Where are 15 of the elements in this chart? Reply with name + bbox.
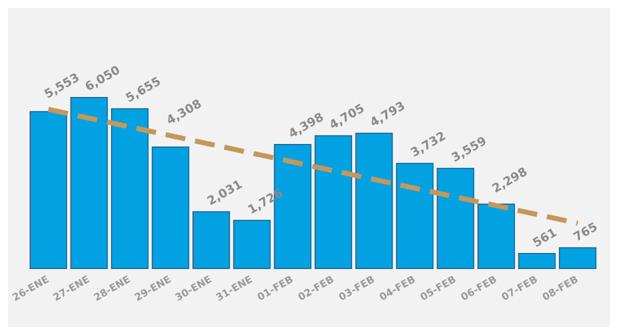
bar — [436, 168, 474, 269]
bar — [152, 146, 190, 269]
bar — [558, 247, 596, 269]
bar — [70, 97, 108, 269]
data-label: 561 — [530, 225, 560, 250]
bar — [314, 135, 352, 269]
bar — [396, 162, 434, 269]
bar — [477, 204, 515, 269]
data-label: 765 — [571, 219, 600, 244]
bar — [233, 220, 271, 269]
bar — [355, 132, 393, 269]
bar — [518, 253, 556, 269]
bar — [111, 108, 149, 269]
bar — [192, 211, 230, 269]
bar — [30, 111, 68, 269]
